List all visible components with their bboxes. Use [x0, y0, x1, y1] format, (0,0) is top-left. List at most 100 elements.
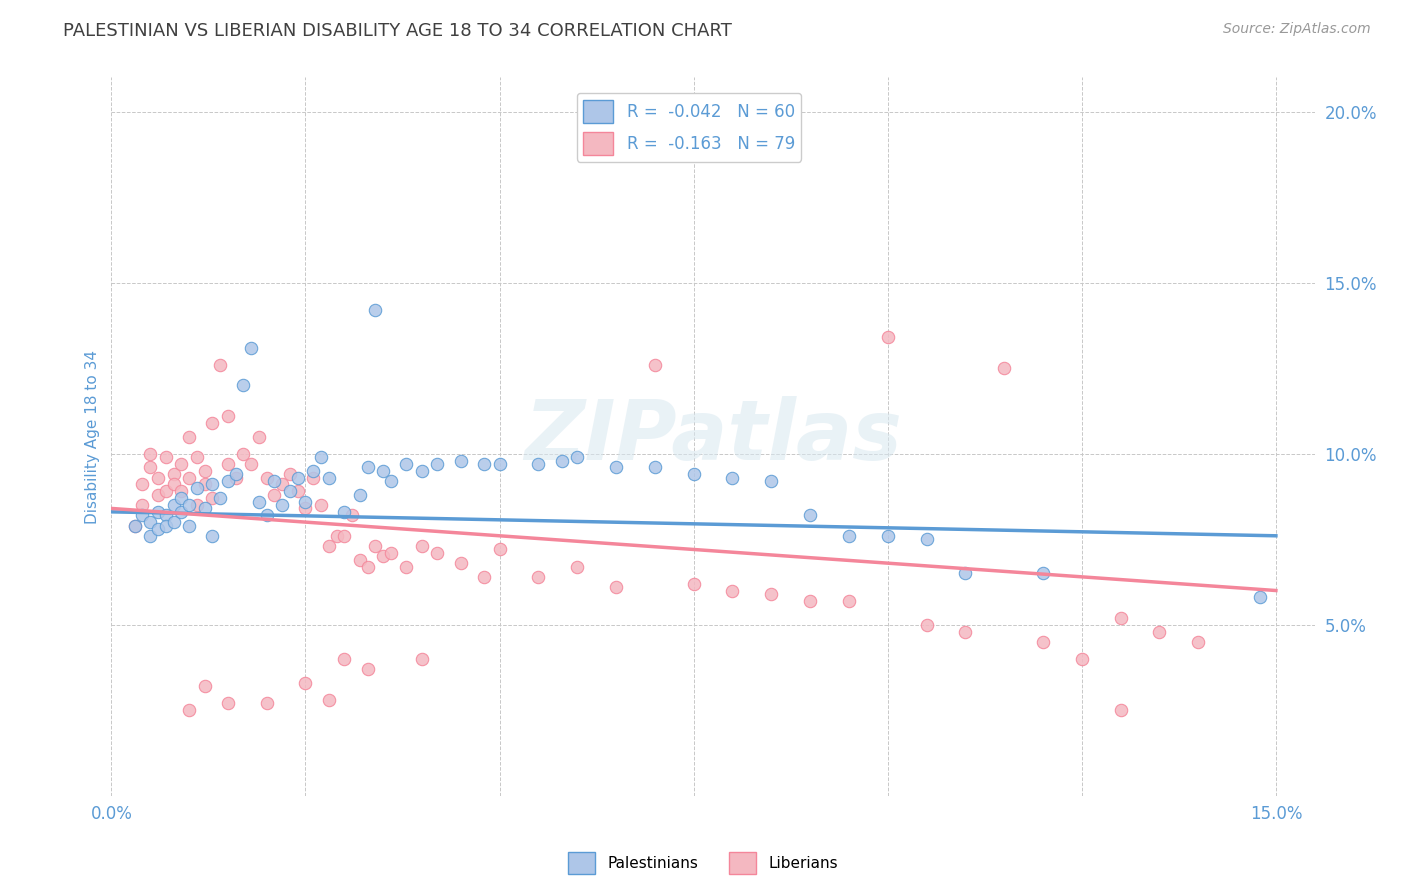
Point — [271, 498, 294, 512]
Point — [333, 652, 356, 666]
Point — [139, 529, 162, 543]
Point — [232, 378, 254, 392]
Point — [488, 457, 510, 471]
Point — [318, 470, 340, 484]
Point — [644, 460, 666, 475]
Point — [155, 450, 177, 464]
Point — [1109, 611, 1132, 625]
Point — [472, 570, 495, 584]
Text: PALESTINIAN VS LIBERIAN DISABILITY AGE 18 TO 34 CORRELATION CHART: PALESTINIAN VS LIBERIAN DISABILITY AGE 1… — [63, 22, 733, 40]
Point — [256, 697, 278, 711]
Point — [450, 453, 472, 467]
Legend: Palestinians, Liberians: Palestinians, Liberians — [561, 846, 845, 880]
Text: Source: ZipAtlas.com: Source: ZipAtlas.com — [1223, 22, 1371, 37]
Point — [309, 498, 332, 512]
Point — [1187, 635, 1209, 649]
Point — [426, 546, 449, 560]
Point — [349, 553, 371, 567]
Point — [247, 429, 270, 443]
Point — [356, 559, 378, 574]
Point — [201, 529, 224, 543]
Point — [271, 477, 294, 491]
Point — [193, 477, 215, 491]
Point — [146, 505, 169, 519]
Point — [256, 508, 278, 523]
Point — [186, 481, 208, 495]
Point — [567, 450, 589, 464]
Point — [294, 676, 316, 690]
Point — [186, 498, 208, 512]
Point — [955, 566, 977, 581]
Point — [146, 470, 169, 484]
Point — [761, 587, 783, 601]
Point — [225, 470, 247, 484]
Point — [225, 467, 247, 482]
Point — [356, 460, 378, 475]
Point — [411, 652, 433, 666]
Point — [309, 450, 332, 464]
Point — [1109, 703, 1132, 717]
Point — [131, 508, 153, 523]
Point — [193, 679, 215, 693]
Point — [356, 662, 378, 676]
Point — [411, 539, 433, 553]
Point — [240, 457, 263, 471]
Point — [155, 508, 177, 523]
Point — [177, 429, 200, 443]
Point — [682, 467, 704, 482]
Point — [162, 498, 184, 512]
Point — [131, 498, 153, 512]
Point — [240, 341, 263, 355]
Point — [395, 559, 418, 574]
Point — [209, 358, 232, 372]
Point — [201, 416, 224, 430]
Point — [232, 447, 254, 461]
Point — [876, 529, 898, 543]
Point — [302, 470, 325, 484]
Point — [155, 518, 177, 533]
Text: ZIPatlas: ZIPatlas — [524, 396, 903, 477]
Point — [380, 474, 402, 488]
Point — [644, 358, 666, 372]
Point — [761, 474, 783, 488]
Point — [325, 529, 347, 543]
Point — [364, 303, 387, 318]
Point — [294, 494, 316, 508]
Point — [170, 491, 193, 505]
Point — [333, 529, 356, 543]
Point — [380, 546, 402, 560]
Point — [124, 518, 146, 533]
Point — [294, 501, 316, 516]
Point — [201, 491, 224, 505]
Point — [605, 460, 627, 475]
Legend: R =  -0.042   N = 60, R =  -0.163   N = 79: R = -0.042 N = 60, R = -0.163 N = 79 — [576, 93, 801, 161]
Point — [799, 594, 821, 608]
Point — [340, 508, 363, 523]
Point — [209, 491, 232, 505]
Point — [395, 457, 418, 471]
Point — [349, 488, 371, 502]
Point — [217, 457, 239, 471]
Point — [472, 457, 495, 471]
Point — [278, 467, 301, 482]
Point — [721, 583, 744, 598]
Point — [193, 464, 215, 478]
Point — [201, 477, 224, 491]
Point — [263, 488, 285, 502]
Point — [1149, 624, 1171, 639]
Point — [411, 464, 433, 478]
Point — [426, 457, 449, 471]
Point — [915, 617, 938, 632]
Point — [146, 488, 169, 502]
Point — [915, 533, 938, 547]
Point — [177, 518, 200, 533]
Point — [287, 470, 309, 484]
Point — [131, 477, 153, 491]
Point — [139, 515, 162, 529]
Point — [605, 580, 627, 594]
Point — [217, 697, 239, 711]
Point — [1032, 635, 1054, 649]
Point — [278, 484, 301, 499]
Point — [146, 522, 169, 536]
Point — [364, 539, 387, 553]
